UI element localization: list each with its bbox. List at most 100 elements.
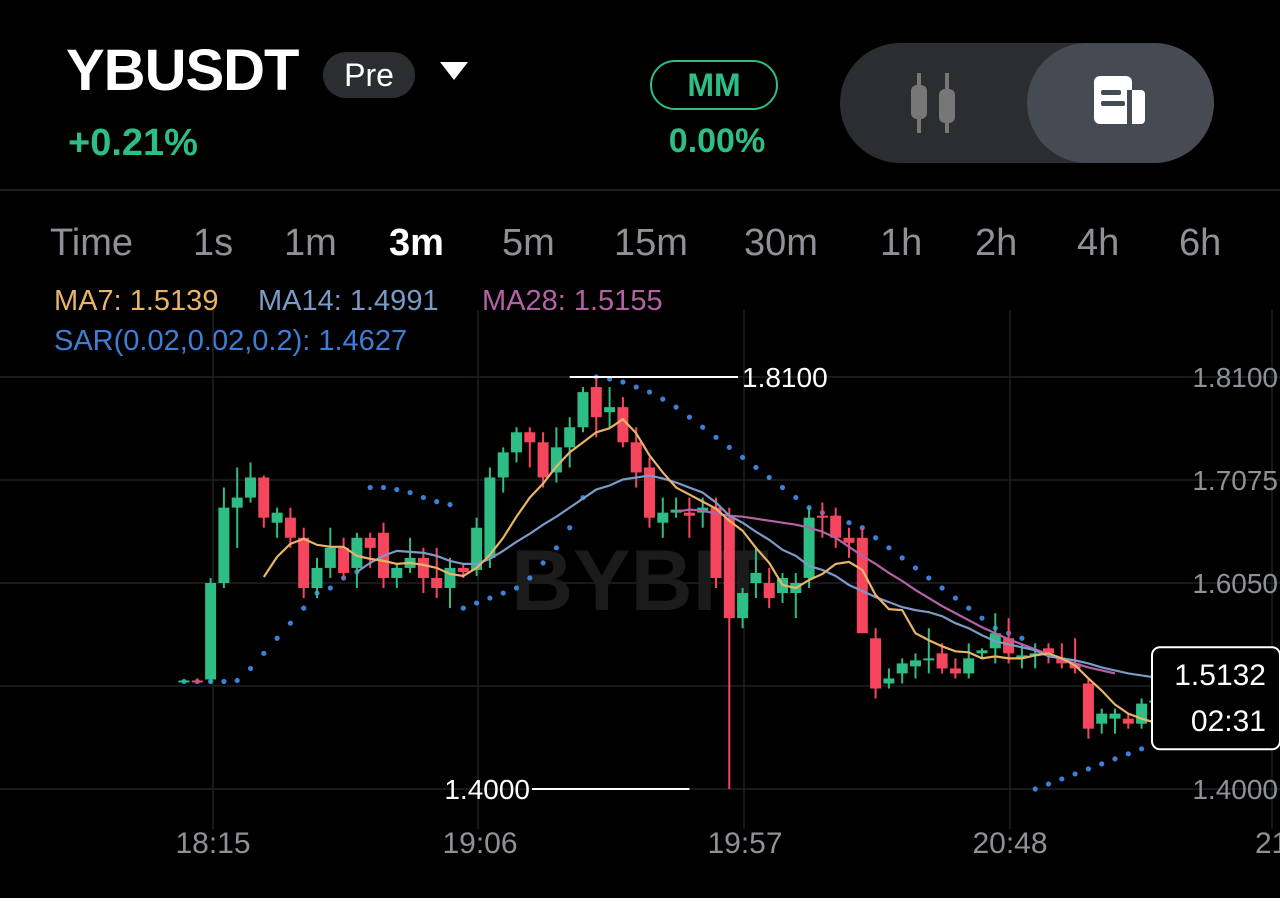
candle-body — [737, 593, 749, 619]
last-price-box[interactable] — [1151, 646, 1280, 751]
candle-body — [830, 515, 842, 538]
sar-dot — [633, 384, 639, 390]
timeframe-30m[interactable]: 30m — [744, 222, 818, 264]
candle-body — [910, 660, 921, 667]
x-axis-label: 21: — [1255, 827, 1280, 860]
sar-dot — [899, 555, 905, 561]
trading-pair-symbol[interactable]: YBUSDT — [66, 38, 299, 103]
candle-body — [750, 572, 762, 583]
document-icon — [1094, 76, 1145, 124]
orderbook-view-button[interactable] — [1027, 43, 1214, 163]
candle-body — [218, 507, 230, 583]
sar-dot — [527, 575, 533, 581]
caret-down-icon[interactable] — [440, 62, 468, 80]
candle-body — [710, 507, 722, 578]
sar-dot — [327, 585, 333, 591]
sar-dot — [912, 565, 919, 571]
candle-body — [484, 477, 496, 558]
mm-badge[interactable]: MM — [650, 60, 778, 110]
ma14-indicator: MA14: 1.4991 — [258, 285, 439, 317]
timeframe-4h[interactable]: 4h — [1077, 222, 1120, 264]
sar-dot — [447, 502, 453, 508]
y-axis-label: 1.6050 — [1192, 568, 1278, 599]
sar-dot — [846, 520, 852, 526]
sar-dot — [434, 499, 440, 505]
pre-market-badge: Pre — [323, 52, 415, 98]
sar-dot — [740, 454, 746, 460]
sar-dot — [553, 545, 560, 551]
candle-body — [324, 547, 336, 568]
sar-dot — [766, 474, 772, 481]
sar-dot — [540, 560, 546, 566]
x-axis-label: 18:15 — [175, 827, 250, 860]
sar-dot — [287, 620, 293, 626]
timeframe-1m[interactable]: 1m — [284, 222, 337, 264]
candle-body — [657, 512, 669, 523]
y-axis-label: 1.7075 — [1192, 465, 1278, 496]
sar-dot — [407, 489, 413, 496]
sar-dot — [713, 434, 719, 440]
y-axis-label: 1.8100 — [1192, 362, 1278, 393]
sar-dot — [500, 590, 506, 596]
candle-body — [284, 517, 296, 538]
sar-dot — [660, 396, 666, 402]
timeframe-6h[interactable]: 6h — [1179, 222, 1222, 264]
timeframe-5m[interactable]: 5m — [502, 222, 555, 264]
sar-dot — [221, 678, 227, 685]
candle-body — [471, 527, 483, 570]
candle-body — [351, 537, 363, 568]
candle-body — [1056, 658, 1068, 664]
mm-value: 0.00% — [668, 122, 766, 160]
header-divider — [0, 189, 1280, 191]
timeframe-1s[interactable]: 1s — [193, 222, 234, 264]
ma7-line — [262, 417, 1156, 724]
timeframe-15m[interactable]: 15m — [614, 222, 688, 264]
x-axis-label: 19:57 — [707, 827, 782, 860]
candle-body — [444, 567, 456, 589]
sar-dot — [1139, 746, 1145, 752]
sar-dot — [806, 505, 812, 511]
candle-body — [271, 512, 283, 523]
timeframe-1h[interactable]: 1h — [880, 222, 923, 264]
x-axis-label: 19:06 — [442, 827, 517, 860]
sar-dot — [261, 650, 267, 656]
sar-dot — [700, 424, 706, 430]
candle-body — [205, 583, 217, 680]
candle-body — [231, 497, 243, 508]
sar-dot — [620, 379, 626, 385]
sar-dot — [247, 665, 254, 672]
candle-body — [1016, 655, 1028, 659]
candle-body — [963, 658, 975, 674]
candle-body — [883, 678, 895, 684]
candle-body — [511, 432, 522, 453]
sar-dot — [753, 464, 759, 471]
sar-dot — [274, 635, 280, 641]
candle-body — [564, 427, 576, 448]
candle-body — [431, 577, 443, 589]
candle-body — [457, 567, 469, 572]
candle-body — [258, 477, 270, 518]
sar-dot — [394, 486, 400, 493]
sar-dot — [646, 389, 653, 395]
candle-body — [896, 663, 908, 674]
timeframe-2h[interactable]: 2h — [975, 222, 1018, 264]
candle-body — [604, 407, 616, 413]
sar-dot — [979, 615, 985, 621]
candlestick-view-button[interactable] — [880, 63, 990, 143]
candle-body — [936, 653, 948, 669]
candle-body — [617, 407, 629, 443]
candle-body — [803, 517, 815, 578]
high-price-label: 1.8100 — [742, 362, 828, 393]
candle-body — [1122, 718, 1134, 724]
candle-body — [723, 517, 735, 619]
timeframe-time[interactable]: Time — [50, 222, 134, 264]
candle-body — [856, 537, 868, 634]
sar-dot — [420, 494, 426, 501]
low-price-label: 1.4000 — [444, 774, 530, 805]
candle-body — [550, 447, 562, 473]
timeframe-3m[interactable]: 3m — [389, 222, 444, 264]
candle-body — [298, 537, 310, 589]
sar-dot — [779, 484, 786, 491]
x-axis-label: 20:48 — [972, 827, 1047, 860]
